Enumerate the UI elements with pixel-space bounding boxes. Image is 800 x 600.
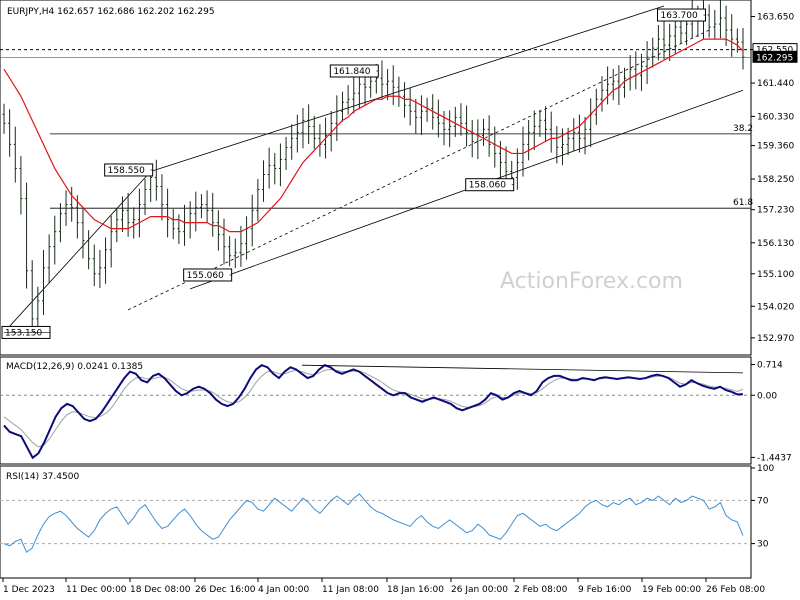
- rsi-tick-label: 30: [757, 540, 769, 550]
- price-tick-label: 159.360: [757, 142, 794, 152]
- price-tick-label: 156.130: [757, 239, 794, 249]
- time-tick-label: 26 Jan 00:00: [451, 585, 508, 595]
- price-tick-label: 161.440: [757, 79, 794, 89]
- time-tick-label: 18 Dec 08:00: [130, 585, 191, 595]
- time-tick-label: 19 Feb 00:00: [642, 585, 701, 595]
- reference-price-label: 162.550: [756, 46, 793, 56]
- price-tick-label: 152.970: [757, 334, 794, 344]
- time-tick-label: 18 Jan 16:00: [387, 585, 444, 595]
- macd-title: MACD(12,26,9) 0.0241 0.1385: [6, 362, 143, 372]
- price-grid: 38.2 61.8: [0, 49, 753, 209]
- time-tick-label: 26 Feb 08:00: [706, 585, 765, 595]
- swing-label: 158.060: [469, 181, 506, 191]
- rsi-title: RSI(14) 37.4500: [6, 472, 79, 482]
- macd-tick-label: 0.00: [757, 391, 777, 401]
- swing-label: 155.060: [187, 271, 224, 281]
- price-tick-label: 163.650: [757, 13, 794, 23]
- rsi-group: [0, 493, 751, 554]
- time-tick-label: 11 Jan 08:00: [322, 585, 379, 595]
- rsi-panel[interactable]: [0, 465, 752, 579]
- price-tick-label: 155.100: [757, 270, 794, 280]
- macd-trend-line: [301, 364, 744, 374]
- swing-label-box: [465, 178, 515, 192]
- fib-level-label: 38.2: [733, 124, 753, 134]
- time-tick-label: 9 Feb 16:00: [578, 585, 632, 595]
- fib-level-label: 61.8: [733, 198, 753, 208]
- swing-label: 153.150: [5, 328, 42, 338]
- current-price-tag: [752, 50, 798, 63]
- price-annotations: 153.150 158.550 155.060 161.840 158.060 163.7…: [1, 8, 707, 339]
- time-tick-label: 1 Dec 2023: [3, 585, 55, 595]
- swing-label: 161.840: [333, 67, 370, 77]
- time-axis: 1 Dec 2023 11 Dec 00:00 18 Dec 08:00 26 Dec…: [2, 578, 765, 595]
- watermark: ActionForex.com: [500, 269, 683, 294]
- time-tick-label: 2 Feb 08:00: [514, 585, 568, 595]
- swing-label: 163.700: [661, 11, 698, 21]
- sma-line: [3, 38, 744, 233]
- macd-panel[interactable]: [0, 356, 752, 465]
- chart-title: EURJPY,H4 162.657 162.686 162.202 162.29…: [7, 7, 215, 17]
- macd-tick-label: 0.714: [757, 361, 783, 371]
- macd-tick-label: -1.4437: [757, 453, 792, 463]
- rising-support-line: [3, 171, 151, 333]
- price-tick-label: 157.230: [757, 206, 794, 216]
- price-tick-label: 158.250: [757, 175, 794, 185]
- rsi-line: [3, 493, 744, 554]
- price-axis: 163.650 162.550 161.440 160.330 159.360 158.2…: [751, 13, 798, 344]
- rsi-tick-label: 100: [757, 464, 774, 474]
- sma-line-group: [3, 38, 744, 233]
- time-tick-label: 26 Dec 16:00: [195, 585, 256, 595]
- rsi-tick-label: 70: [757, 496, 769, 506]
- time-tick-label: 11 Dec 00:00: [66, 585, 127, 595]
- time-tick-label: 4 Jan 00:00: [258, 585, 310, 595]
- price-panel[interactable]: [0, 0, 752, 356]
- rsi-axis: 100 70 30: [751, 464, 774, 550]
- price-tick-label: 154.020: [757, 302, 794, 312]
- macd-line: [3, 364, 744, 460]
- price-tick-label: 160.330: [757, 112, 794, 122]
- price-bars: [2, 0, 745, 332]
- channel-upper-line: [150, 5, 665, 172]
- macd-axis: 0.714 0.00 -1.4437: [751, 361, 792, 463]
- swing-label: 158.550: [108, 166, 145, 176]
- macd-group: [0, 364, 751, 460]
- current-price-label: 162.295: [756, 53, 793, 63]
